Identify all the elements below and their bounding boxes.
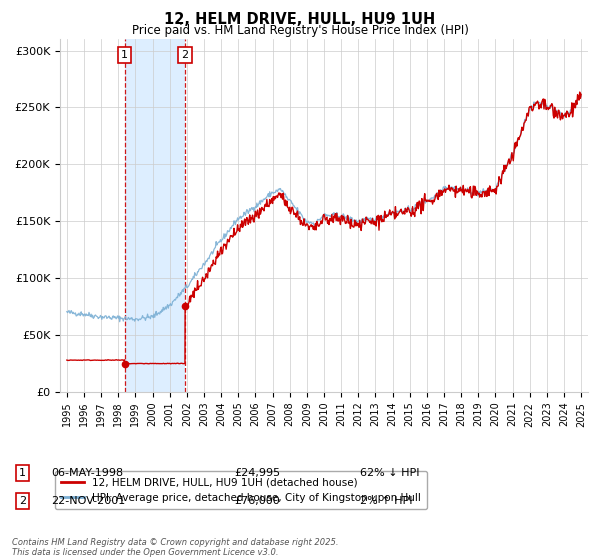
Text: £24,995: £24,995 bbox=[234, 468, 280, 478]
Text: 2: 2 bbox=[19, 496, 26, 506]
Text: 2: 2 bbox=[182, 50, 189, 60]
Text: 1: 1 bbox=[121, 50, 128, 60]
Text: 2% ↑ HPI: 2% ↑ HPI bbox=[360, 496, 413, 506]
Text: 1: 1 bbox=[19, 468, 26, 478]
Text: Price paid vs. HM Land Registry's House Price Index (HPI): Price paid vs. HM Land Registry's House … bbox=[131, 24, 469, 36]
Legend: 12, HELM DRIVE, HULL, HU9 1UH (detached house), HPI: Average price, detached hou: 12, HELM DRIVE, HULL, HU9 1UH (detached … bbox=[55, 472, 427, 509]
Text: 06-MAY-1998: 06-MAY-1998 bbox=[51, 468, 123, 478]
Text: 62% ↓ HPI: 62% ↓ HPI bbox=[360, 468, 419, 478]
Text: £76,000: £76,000 bbox=[234, 496, 280, 506]
Bar bbox=[125, 39, 185, 392]
Text: Contains HM Land Registry data © Crown copyright and database right 2025.
This d: Contains HM Land Registry data © Crown c… bbox=[12, 538, 338, 557]
Text: 22-NOV-2001: 22-NOV-2001 bbox=[51, 496, 125, 506]
Text: 12, HELM DRIVE, HULL, HU9 1UH: 12, HELM DRIVE, HULL, HU9 1UH bbox=[164, 12, 436, 27]
